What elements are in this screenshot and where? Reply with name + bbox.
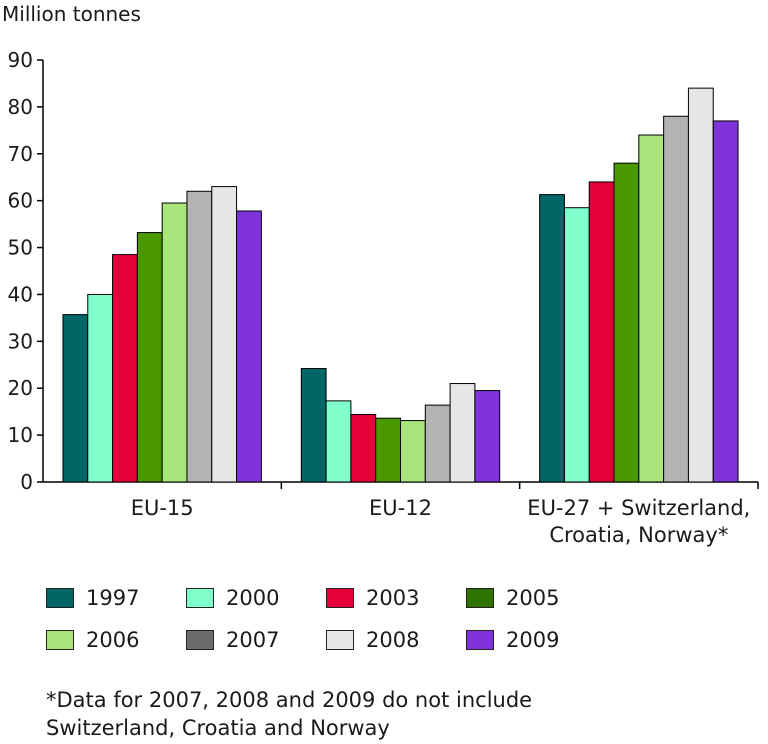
bar-2009-2 bbox=[712, 120, 739, 483]
bar-2005-1 bbox=[375, 417, 402, 483]
bar-2007-1 bbox=[424, 404, 451, 483]
y-tick-label: 20 bbox=[8, 376, 33, 400]
bar-2003-2 bbox=[588, 181, 615, 483]
y-tick-label: 70 bbox=[8, 142, 33, 166]
bar-1997-0 bbox=[62, 314, 89, 483]
bar-2006-1 bbox=[400, 420, 426, 483]
bar-2008-2 bbox=[687, 87, 714, 483]
bar-2008-1 bbox=[449, 383, 476, 483]
footnote: *Data for 2007, 2008 and 2009 do not inc… bbox=[46, 686, 746, 742]
bar-2009-1 bbox=[474, 390, 501, 483]
y-tick-label: 0 bbox=[20, 470, 33, 494]
legend-item-2006: 2006 bbox=[46, 628, 139, 652]
bar-2007-2 bbox=[663, 115, 689, 483]
bar-1997-2 bbox=[539, 194, 565, 483]
legend-label: 2009 bbox=[506, 628, 560, 652]
legend-swatch bbox=[186, 630, 214, 650]
y-axis-title: Million tonnes bbox=[2, 2, 141, 26]
legend-label: 2006 bbox=[86, 628, 140, 652]
bar-2006-0 bbox=[161, 202, 188, 483]
legend-swatch bbox=[466, 630, 494, 650]
legend-label: 2003 bbox=[366, 586, 420, 610]
legend-item-2008: 2008 bbox=[326, 628, 419, 652]
legend-swatch bbox=[46, 588, 74, 608]
y-tick-label: 50 bbox=[8, 236, 33, 260]
footnote-line-1: *Data for 2007, 2008 and 2009 do not inc… bbox=[46, 688, 533, 712]
bar-2003-0 bbox=[112, 254, 138, 483]
legend-label: 1997 bbox=[86, 586, 140, 610]
bar-2003-1 bbox=[350, 413, 377, 483]
legend-item-2003: 2003 bbox=[326, 586, 419, 610]
legend-label: 2000 bbox=[226, 586, 280, 610]
legend-label: 2008 bbox=[366, 628, 420, 652]
footnote-line-2: Switzerland, Croatia and Norway bbox=[46, 716, 390, 740]
x-category-label: Croatia, Norway* bbox=[549, 523, 728, 547]
legend-label: 2005 bbox=[506, 586, 560, 610]
legend-label: 2007 bbox=[226, 628, 280, 652]
bar-2009-0 bbox=[236, 210, 262, 483]
x-category-label: EU-15 bbox=[131, 496, 194, 520]
y-tick-label: 40 bbox=[8, 282, 33, 306]
bar-chart: 0 10 20 30 40 50 60 70 80 90 EU-15 EU-12 EU-27 + Swi… bbox=[8, 48, 759, 547]
bar-1997-1 bbox=[300, 368, 327, 483]
legend-item-1997: 1997 bbox=[46, 586, 139, 610]
legend-item-2007: 2007 bbox=[186, 628, 279, 652]
legend-swatch bbox=[326, 588, 354, 608]
legend-swatch bbox=[46, 630, 74, 650]
bar-2006-2 bbox=[638, 134, 665, 483]
bar-2005-2 bbox=[613, 162, 640, 483]
x-category-label: EU-27 + Switzerland, bbox=[527, 496, 750, 520]
bar-2007-0 bbox=[186, 190, 213, 483]
bar-2000-1 bbox=[325, 400, 352, 483]
y-tick-label: 80 bbox=[8, 95, 33, 119]
y-tick-label: 60 bbox=[8, 189, 33, 213]
y-tick-label: 10 bbox=[8, 423, 33, 447]
bar-2000-0 bbox=[87, 293, 114, 483]
legend-swatch bbox=[466, 588, 494, 608]
bar-2005-0 bbox=[136, 232, 163, 483]
y-tick-label: 30 bbox=[8, 329, 33, 353]
y-tick-label: 90 bbox=[8, 48, 33, 72]
legend-item-2005: 2005 bbox=[466, 586, 559, 610]
legend-swatch bbox=[326, 630, 354, 650]
bar-2000-2 bbox=[563, 207, 590, 483]
x-category-label: EU-12 bbox=[369, 496, 432, 520]
bar-2008-0 bbox=[211, 186, 238, 483]
legend-swatch bbox=[186, 588, 214, 608]
legend-item-2000: 2000 bbox=[186, 586, 279, 610]
legend-item-2009: 2009 bbox=[466, 628, 559, 652]
